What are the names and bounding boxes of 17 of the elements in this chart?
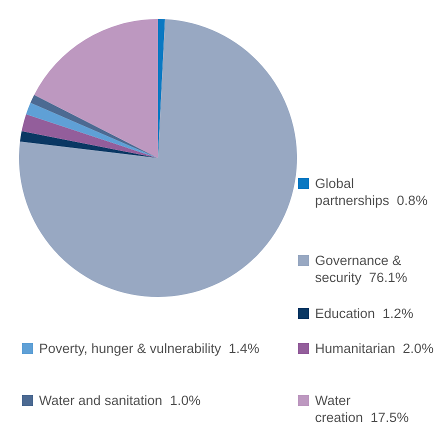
legend-label: Humanitarian [315, 341, 396, 356]
data-label: 0.8% [396, 193, 428, 208]
data-label: 2.0% [402, 341, 434, 356]
data-label: 1.4% [228, 341, 260, 356]
pie-slice [19, 19, 297, 297]
data-label: 76.1% [369, 270, 408, 285]
data-label: 1.2% [382, 306, 414, 321]
pie-slice [20, 131, 158, 158]
legend-label: Poverty, hunger & vulnerability [39, 341, 222, 356]
legend-label: Global partnerships [315, 176, 390, 208]
data-label: 1.0% [170, 393, 201, 408]
pie-slice [34, 19, 158, 158]
legend-label: Water and sanitation [39, 393, 162, 408]
pie-slice [22, 114, 158, 158]
legend-label: Education [315, 306, 376, 321]
legend-label: Water creation [315, 393, 364, 423]
data-label: 17.5% [370, 410, 409, 423]
